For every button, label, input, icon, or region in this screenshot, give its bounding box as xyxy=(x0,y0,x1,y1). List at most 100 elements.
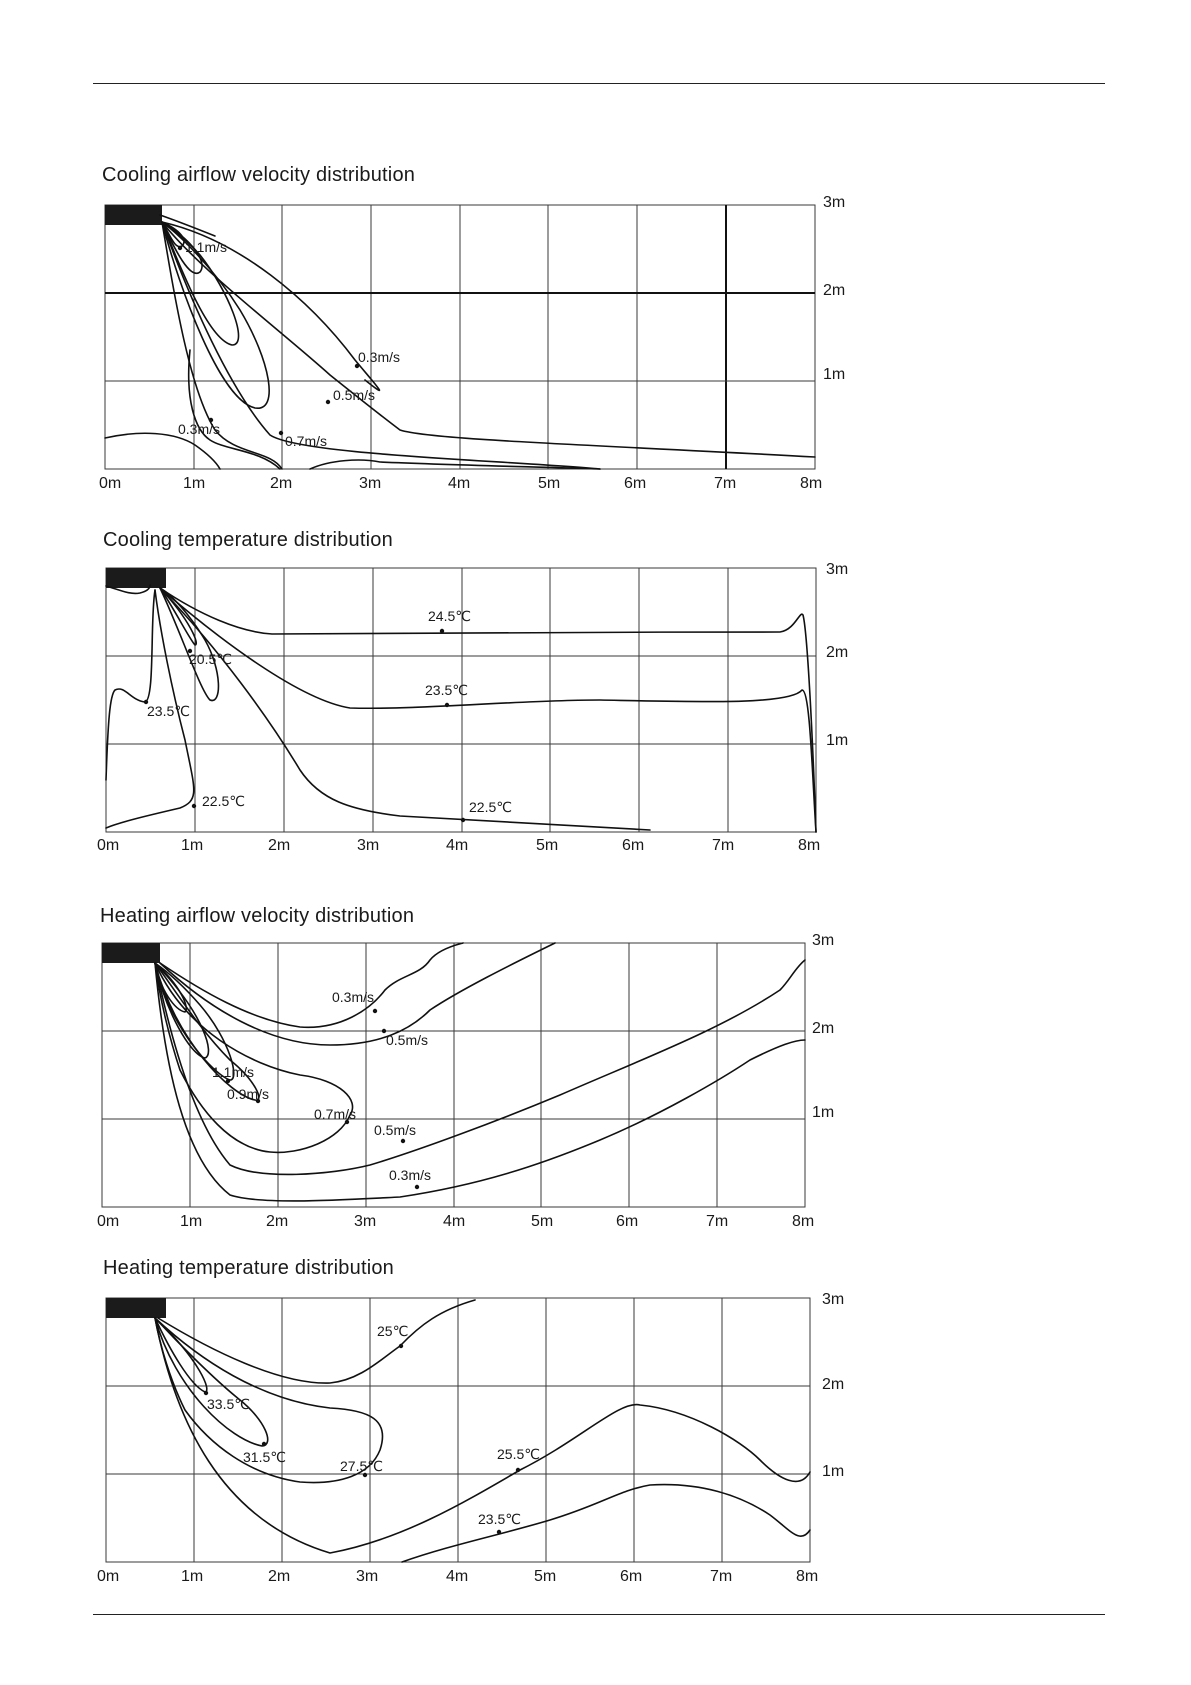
y-tick-label: 3m xyxy=(812,932,834,949)
x-tick-label: 4m xyxy=(448,475,470,492)
bottom-rule xyxy=(93,1614,1105,1615)
contour-markers xyxy=(177,245,360,436)
grid xyxy=(105,1297,811,1563)
indoor-unit-icon xyxy=(106,1298,166,1318)
marker-dot xyxy=(515,1467,521,1473)
contour-label: 0.7m/s xyxy=(285,433,327,449)
contour-line xyxy=(159,587,197,646)
contour-line xyxy=(161,221,185,248)
marker-dot xyxy=(191,803,197,809)
contour-label: 0.5m/s xyxy=(386,1032,428,1048)
contour-label: 0.3m/s xyxy=(178,421,220,437)
contour-markers xyxy=(225,1008,420,1190)
x-tick-label: 3m xyxy=(359,475,381,492)
marker-dot xyxy=(255,1098,261,1104)
contour-markers xyxy=(203,1343,521,1535)
marker-dot xyxy=(439,628,445,634)
contour-line xyxy=(154,959,806,1176)
marker-dot xyxy=(225,1078,231,1084)
contour-line xyxy=(161,221,283,470)
contour-labels: 1.1m/s 0.3m/s 0.5m/s 0.3m/s 0.7m/s xyxy=(178,239,400,449)
y-tick-label: 1m xyxy=(823,366,845,383)
marker-dot xyxy=(278,430,284,436)
marker-dot xyxy=(203,1390,209,1396)
contour-line xyxy=(159,214,216,237)
contour-line xyxy=(161,221,601,470)
marker-dot xyxy=(381,1028,387,1034)
contours xyxy=(154,942,806,1202)
marker-dot xyxy=(400,1138,406,1144)
marker-dot xyxy=(414,1184,420,1190)
marker-dot xyxy=(398,1343,404,1349)
x-tick-label: 7m xyxy=(712,837,734,854)
contour-label: 33.5℃ xyxy=(207,1396,250,1412)
indoor-unit-icon xyxy=(106,568,166,588)
contour-label: 0.3m/s xyxy=(358,349,400,365)
contour-labels: 25℃ 33.5℃ 31.5℃ 27.5℃ 25.5℃ 23.5℃ xyxy=(207,1323,540,1527)
x-tick-label: 6m xyxy=(620,1568,642,1585)
x-axis-ticks: 0m 1m 2m 3m 4m 5m 6m 7m 8m xyxy=(97,1568,818,1585)
contour-line xyxy=(159,587,817,833)
x-tick-label: 3m xyxy=(357,837,379,854)
contour-line xyxy=(105,589,156,781)
y-tick-label: 2m xyxy=(822,1376,844,1393)
contour-label: 0.3m/s xyxy=(332,989,374,1005)
x-tick-label: 4m xyxy=(446,1568,468,1585)
contour-markers xyxy=(143,628,466,823)
contour-line xyxy=(105,589,195,829)
contour-label: 31.5℃ xyxy=(243,1449,286,1465)
contour-label: 20.5℃ xyxy=(189,651,232,667)
x-tick-label: 5m xyxy=(534,1568,556,1585)
y-tick-label: 1m xyxy=(826,732,848,749)
x-axis-ticks: 0m 1m 2m 3m 4m 5m 6m 7m 8m xyxy=(97,1213,814,1230)
x-tick-label: 1m xyxy=(180,1213,202,1230)
y-axis-ticks: 3m 2m 1m xyxy=(826,561,848,749)
marker-dot xyxy=(261,1441,267,1447)
marker-dot xyxy=(187,648,193,654)
y-tick-label: 1m xyxy=(812,1104,834,1121)
contour-line xyxy=(159,942,464,1029)
x-tick-label: 0m xyxy=(97,1213,119,1230)
contour-line xyxy=(154,1317,384,1484)
indoor-unit-icon xyxy=(102,943,160,963)
marker-dot xyxy=(177,245,183,251)
x-tick-label: 8m xyxy=(796,1568,818,1585)
contour-line xyxy=(161,221,816,458)
contour-label: 25.5℃ xyxy=(497,1446,540,1462)
x-tick-label: 6m xyxy=(616,1213,638,1230)
x-tick-label: 7m xyxy=(706,1213,728,1230)
contour-line xyxy=(154,1317,269,1447)
x-tick-label: 0m xyxy=(97,837,119,854)
contour-label: 23.5℃ xyxy=(425,682,468,698)
contour-line xyxy=(159,587,817,833)
panel-title: Cooling temperature distribution xyxy=(103,529,393,551)
x-axis-ticks: 0m 1m 2m 3m 4m 5m 6m 7m 8m xyxy=(99,475,822,492)
x-tick-label: 1m xyxy=(181,1568,203,1585)
contour-label: 1.1m/s xyxy=(185,239,227,255)
y-tick-label: 1m xyxy=(822,1463,844,1480)
contour-line xyxy=(157,1299,476,1384)
contours xyxy=(105,584,817,833)
indoor-unit-icon xyxy=(105,205,162,225)
y-tick-label: 2m xyxy=(826,644,848,661)
marker-dot xyxy=(143,699,149,705)
x-axis-ticks: 0m 1m 2m 3m 4m 5m 6m 7m 8m xyxy=(97,837,820,854)
contour-label: 1.1m/s xyxy=(212,1064,254,1080)
contour-line xyxy=(159,587,220,702)
y-tick-label: 3m xyxy=(823,194,845,211)
x-tick-label: 0m xyxy=(97,1568,119,1585)
panel-title: Cooling airflow velocity distribution xyxy=(102,164,416,186)
marker-dot xyxy=(372,1008,378,1014)
contour-line xyxy=(401,1483,811,1563)
x-tick-label: 6m xyxy=(622,837,644,854)
contour-line xyxy=(161,221,240,346)
contour-line xyxy=(161,221,381,392)
contour-line xyxy=(105,584,151,595)
contour-label: 0.5m/s xyxy=(374,1122,416,1138)
marker-dot xyxy=(460,817,466,823)
contour-labels: 24.5℃ 20.5℃ 23.5℃ 23.5℃ 22.5℃ 22.5℃ xyxy=(147,608,512,815)
y-axis-ticks: 3m 2m 1m xyxy=(822,1291,844,1480)
contour-label: 22.5℃ xyxy=(202,793,245,809)
